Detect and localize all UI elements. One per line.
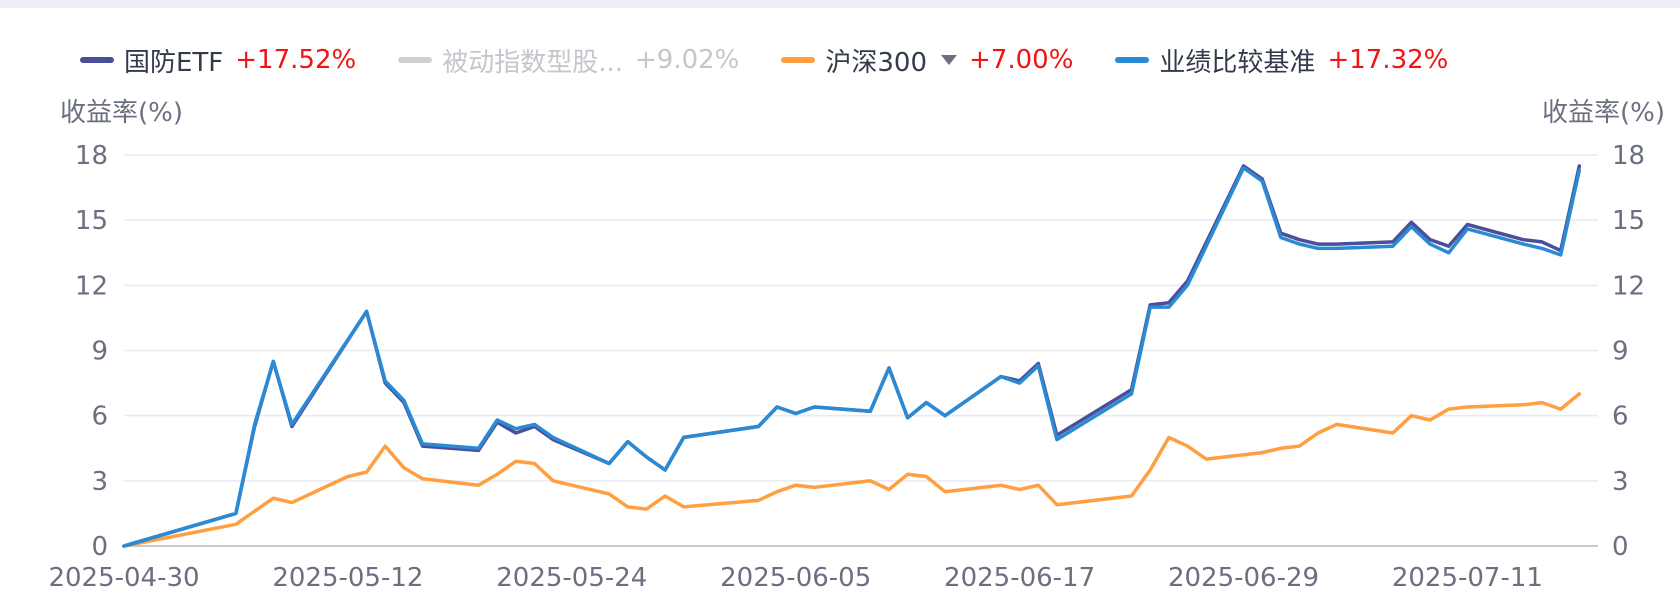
- x-tick-label: 2025-07-11: [1392, 563, 1543, 593]
- x-tick-label: 2025-05-24: [496, 563, 647, 593]
- series-line-业绩比较基准: [122, 166, 1582, 548]
- legend-swatch-passive-index: [398, 57, 433, 63]
- legend-change: +17.52%: [235, 45, 357, 75]
- legend-change: +7.00%: [969, 45, 1074, 75]
- y-tick-label-right: 18: [1612, 141, 1645, 171]
- series-line-国防ETF: [122, 164, 1582, 548]
- y-tick-label-left: 0: [91, 532, 108, 562]
- y-tick-label-left: 6: [91, 402, 108, 432]
- legend-label: 国防ETF: [124, 47, 224, 78]
- y-tick-label-right: 3: [1612, 467, 1629, 497]
- y-tick-label-right: 9: [1612, 337, 1629, 367]
- legend-item-defense-etf[interactable]: 国防ETF +17.52%: [80, 42, 356, 79]
- x-tick-label: 2025-06-29: [1168, 563, 1319, 593]
- top-border: [0, 0, 1680, 8]
- y-tick-label-right: 0: [1612, 532, 1629, 562]
- chart-legend: 国防ETF +17.52% 被动指数型股... +9.02% 沪深300 +7.…: [80, 42, 1490, 78]
- x-tick-label: 2025-06-17: [944, 563, 1095, 593]
- y-tick-label-right: 15: [1612, 206, 1645, 236]
- y-axis-label-right: 收益率(%): [1542, 98, 1665, 128]
- legend-label: 被动指数型股...: [442, 47, 623, 78]
- legend-label: 业绩比较基准: [1159, 47, 1316, 78]
- legend-item-passive-index[interactable]: 被动指数型股... +9.02%: [398, 42, 739, 79]
- legend-label: 沪深300: [825, 47, 928, 78]
- legend-swatch-csi300: [781, 57, 816, 63]
- legend-change: +17.32%: [1327, 45, 1449, 75]
- y-tick-label-left: 9: [91, 337, 108, 367]
- y-tick-label-left: 12: [75, 271, 108, 301]
- legend-item-csi300[interactable]: 沪深300 +7.00%: [781, 42, 1073, 79]
- y-tick-label-right: 6: [1612, 402, 1629, 432]
- y-tick-label-left: 18: [75, 141, 108, 171]
- x-tick-label: 2025-04-30: [48, 563, 199, 593]
- legend-swatch-benchmark: [1115, 57, 1150, 63]
- y-tick-label-left: 3: [91, 467, 108, 497]
- legend-item-benchmark[interactable]: 业绩比较基准 +17.32%: [1115, 42, 1448, 79]
- y-axis-label-left: 收益率(%): [60, 98, 183, 128]
- y-tick-label-right: 12: [1612, 271, 1645, 301]
- legend-swatch-defense-etf: [80, 57, 114, 63]
- y-tick-label-left: 15: [75, 206, 108, 236]
- caret-down-icon[interactable]: [941, 55, 958, 65]
- series-line-沪深300: [122, 392, 1582, 548]
- x-tick-label: 2025-06-05: [720, 563, 871, 593]
- legend-change: +9.02%: [635, 45, 740, 75]
- x-tick-label: 2025-05-12: [272, 563, 423, 593]
